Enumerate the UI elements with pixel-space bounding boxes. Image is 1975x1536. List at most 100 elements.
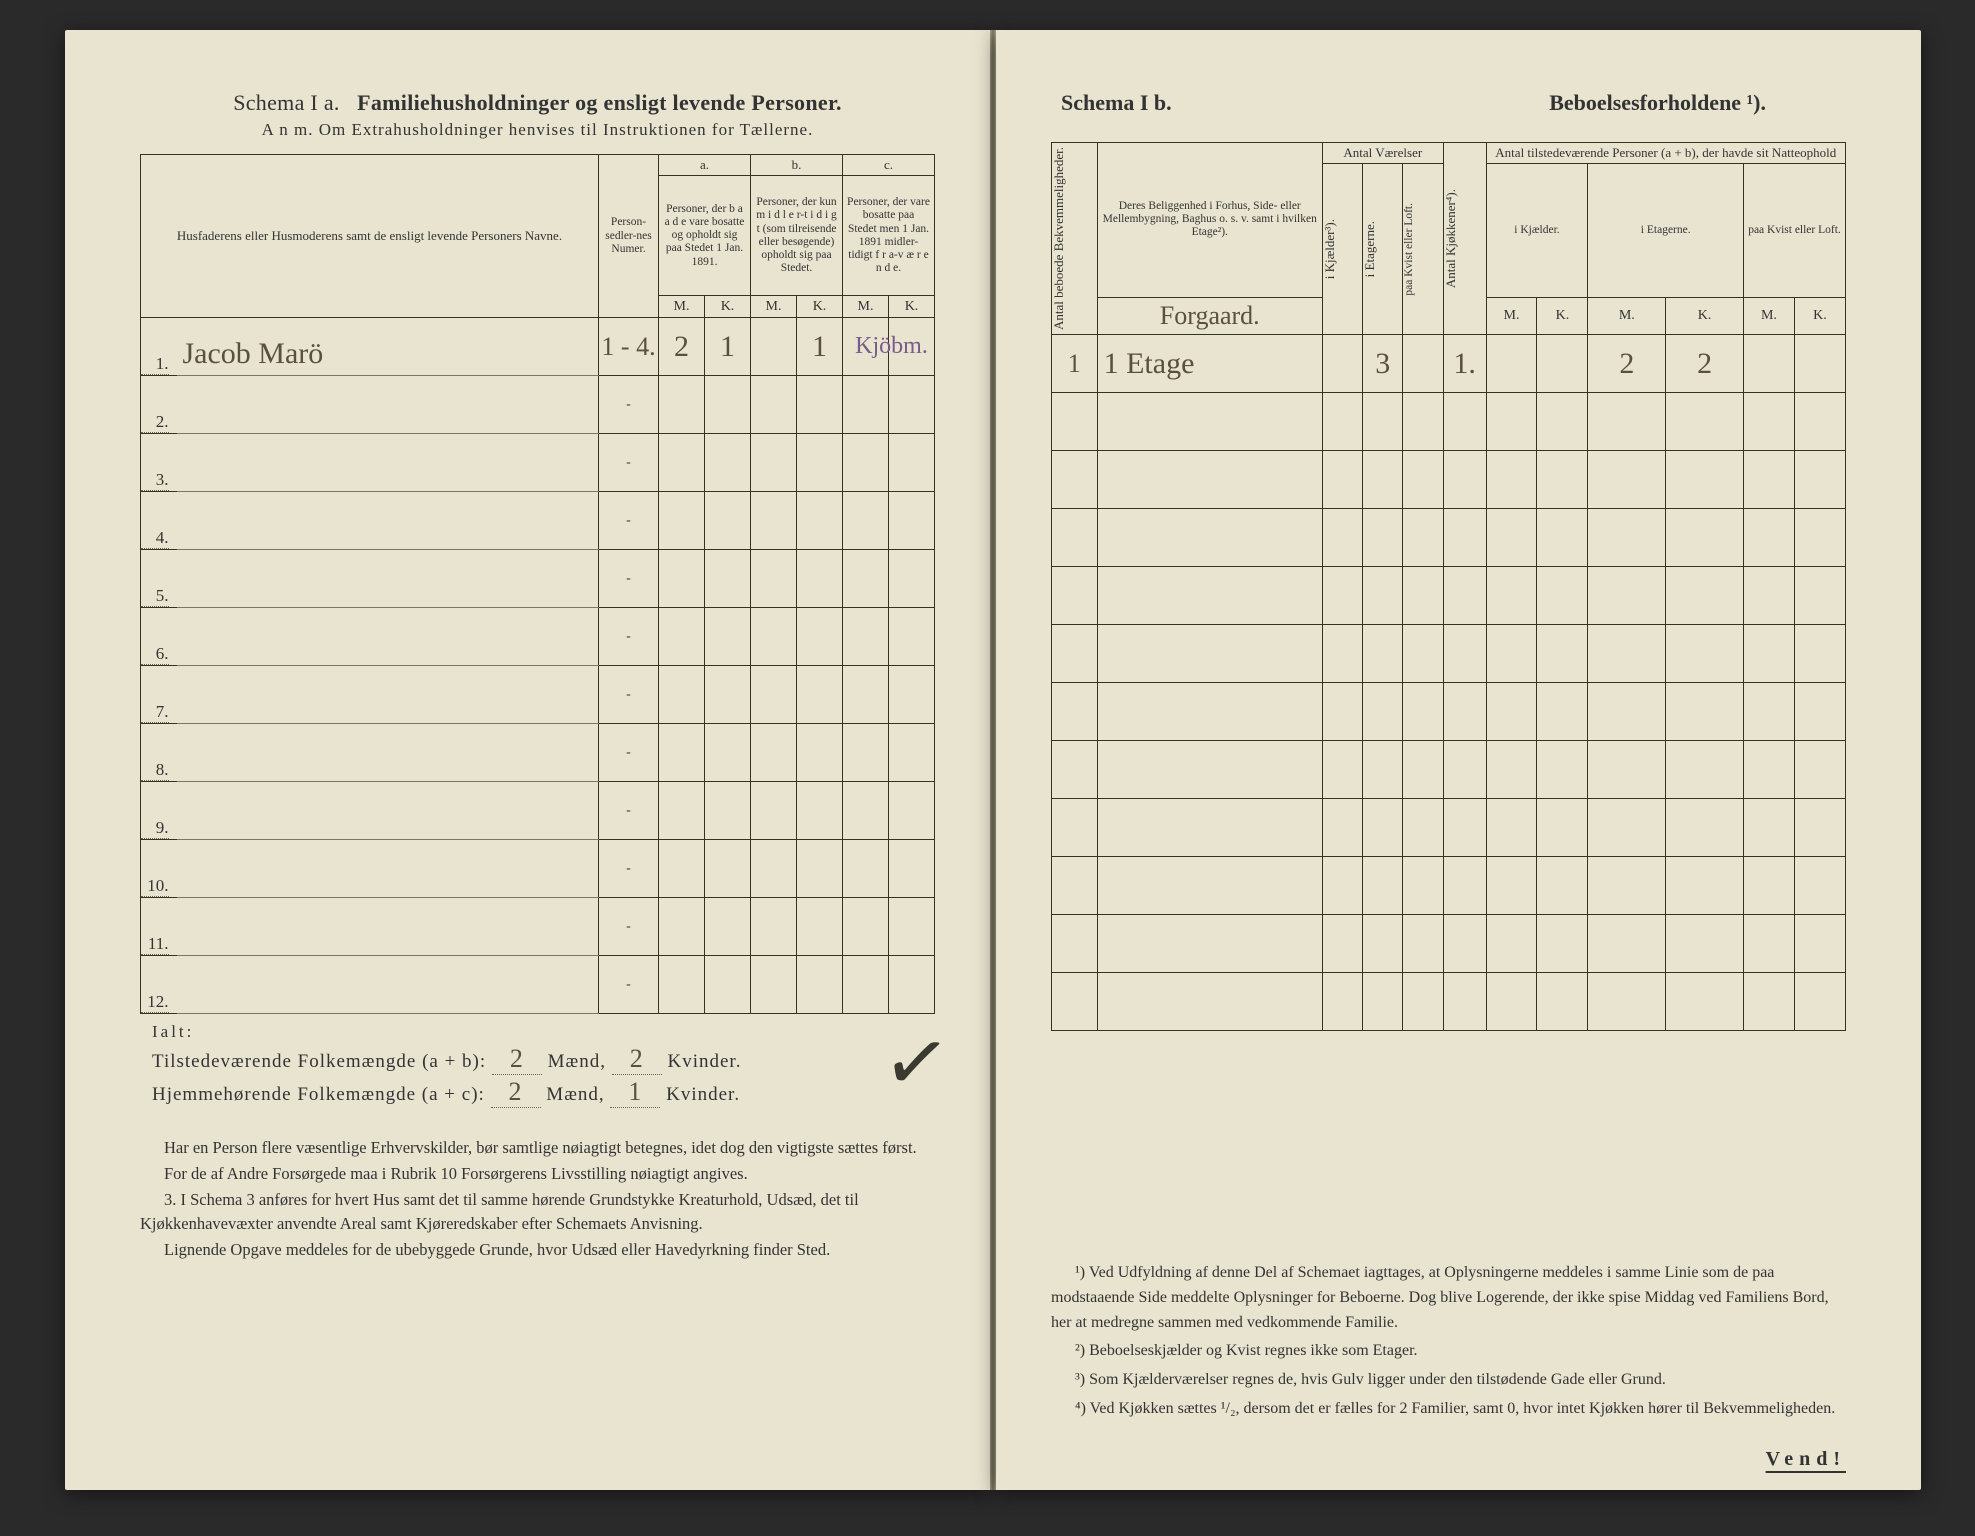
hdr-vaerelser: Antal Værelser [1322,143,1443,164]
r-p3k [1794,335,1845,393]
vend-label: Vend! [1051,1448,1846,1471]
hdr-cK: K. [889,296,935,318]
row-numer: 1 - 4. [599,318,659,376]
hdr-v2: i Etagerne. [1363,164,1403,335]
r-loc: 1 Etage [1097,335,1322,393]
row-numer: - [599,608,659,666]
row-num: 5. [141,550,177,608]
hdr-v1: i Kjælder³). [1322,164,1362,335]
row-num: 9. [141,782,177,840]
row-num: 1. [141,318,177,376]
hdr-p1: i Kjælder. [1486,164,1588,297]
hdr-p2k: K. [1666,297,1744,335]
schema-1b-label: Schema I b. [1061,90,1172,116]
row-name: Jacob Marö [177,318,599,376]
hdr-p3k: K. [1794,297,1845,335]
row-num: 6. [141,608,177,666]
totals-line-2: Hjemmehørende Folkemængde (a + c): 2 Mæn… [152,1077,935,1108]
table-row [1052,799,1846,857]
row-numer: - [599,376,659,434]
table-row: 4. - [141,492,935,550]
row-name [177,608,599,666]
r-p1m [1486,335,1537,393]
row-num: 8. [141,724,177,782]
hdr-names: Husfaderens eller Husmoderens samt de en… [141,155,599,318]
tot2-label: Hjemmehørende Folkemængde (a + c): [152,1084,491,1105]
note4: ⁴) Ved Kjøkken sættes ¹/₂, dersom det er… [1051,1397,1846,1422]
table-row: 12.- [141,956,935,1014]
row-bK: 1 [797,318,843,376]
hdr-bekvem: Antal beboede Bekvemmeligheder. [1052,143,1098,335]
tot1-label: Tilstedeværende Folkemængde (a + b): [152,1051,492,1072]
note1: ¹) Ved Udfyldning af denne Del af Schema… [1051,1261,1846,1335]
row-name [177,376,599,434]
row-numer: - [599,550,659,608]
row-aM: 2 [659,318,705,376]
row-numer: - [599,840,659,898]
row-num: 10. [141,840,177,898]
schema-1b-title: Beboelsesforholdene ¹). [1549,90,1766,116]
table-row: 3.- [141,434,935,492]
r-p2k: 2 [1666,335,1744,393]
hdr-personer: Antal tilstedeværende Personer (a + b), … [1486,143,1845,164]
hdr-p1m: M. [1486,297,1537,335]
note2: ²) Beboelseskjælder og Kvist regnes ikke… [1051,1339,1846,1364]
table-row: 9. - [141,782,935,840]
table-row [1052,451,1846,509]
row-numer: - [599,492,659,550]
row-numer: - [599,782,659,840]
row-cK: Kjöbm. [889,318,935,376]
r-a: 1 [1052,335,1098,393]
hdr-b-label: b. [751,155,843,176]
left-subtitle: A n m. Om Extrahusholdninger henvises ti… [140,120,935,140]
hdr-p2: i Etagerne. [1588,164,1744,297]
tot1-mid: Mænd, [548,1051,612,1072]
table-row [1052,567,1846,625]
right-title: Schema I b. Beboelsesforholdene ¹). [1061,90,1766,116]
row-name [177,898,599,956]
hdr-loc-hand: Forgaard. [1097,297,1322,335]
hdr-c-label: c. [843,155,935,176]
row-numer: - [599,434,659,492]
table-left: Husfaderens eller Husmoderens samt de en… [140,154,935,1014]
tot2-mid: Mænd, [546,1084,610,1105]
hdr-cM: M. [843,296,889,318]
row-numer: - [599,898,659,956]
row-bM [751,318,797,376]
tot1-end: Kvinder. [667,1051,741,1072]
r-p2m: 2 [1588,335,1666,393]
tot2-end: Kvinder. [666,1084,740,1105]
table-row [1052,915,1846,973]
hdr-v3: paa Kvist eller Loft. [1403,164,1443,335]
page-left: Schema I a. Familiehusholdninger og ensl… [65,30,990,1490]
table-row: 6. - [141,608,935,666]
hdr-p2m: M. [1588,297,1666,335]
r-v1 [1322,335,1362,393]
r-kj: 1. [1443,335,1486,393]
table-row: 10. - [141,840,935,898]
table-row [1052,973,1846,1031]
r-p3m [1743,335,1794,393]
book-spread: Schema I a. Familiehusholdninger og ensl… [0,0,1975,1536]
hdr-aM: M. [659,296,705,318]
foot-p2: For de af Andre Forsørgede maa i Rubrik … [140,1162,935,1186]
row-num: 11. [141,898,177,956]
table-row: 1. Jacob Marö 1 - 4. 2 1 1 Kjöbm. [141,318,935,376]
tot1-k: 2 [612,1044,662,1075]
foot-p1: Har en Person flere væsentlige Erhvervsk… [140,1136,935,1160]
hdr-p3: paa Kvist eller Loft. [1743,164,1845,297]
row-numer: - [599,666,659,724]
table-row [1052,857,1846,915]
row-num: 4. [141,492,177,550]
row-numer: - [599,956,659,1014]
table-row: 8.- [141,724,935,782]
hdr-aK: K. [705,296,751,318]
row-name [177,666,599,724]
right-footnotes: ¹) Ved Udfyldning af denne Del af Schema… [1051,1261,1846,1422]
note3: ³) Som Kjælderværelser regnes de, hvis G… [1051,1368,1846,1393]
hdr-numer: Person-sedler-nes Numer. [599,155,659,318]
hdr-c-text: Personer, der vare bosatte paa Stedet me… [843,176,935,296]
row-name [177,782,599,840]
checkmark-icon: ✓ [877,1012,956,1114]
table-row [1052,509,1846,567]
